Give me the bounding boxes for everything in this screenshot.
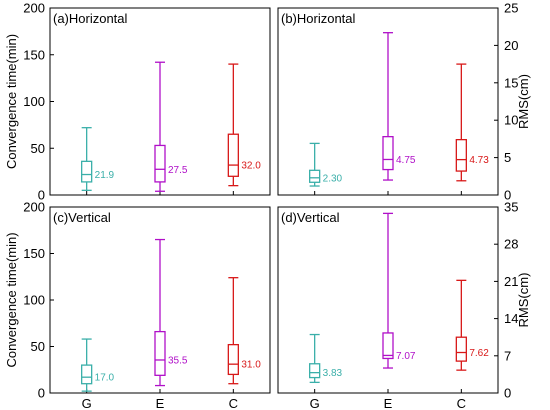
x-tick-label-C: C	[229, 396, 238, 410]
box-iqr	[154, 144, 166, 183]
y-tick-label: 15	[504, 75, 518, 90]
box-iqr	[227, 343, 239, 376]
y-tick-label: 35	[504, 200, 518, 215]
y-tick-label: 0	[38, 386, 45, 401]
box-C: 31.0	[227, 277, 261, 385]
box-iqr	[455, 336, 467, 362]
x-tick-label-E: E	[384, 396, 393, 410]
y-tick-label: 200	[23, 1, 45, 16]
y-axis-label: Convergence time(min)	[4, 232, 19, 367]
median-label: 3.83	[323, 368, 343, 379]
median-label: 31.0	[241, 360, 261, 371]
box-E: 35.5	[154, 238, 188, 387]
median-label: 4.73	[469, 155, 489, 166]
y-tick-label: 5	[504, 150, 511, 165]
y-tick-label: 14	[504, 311, 518, 326]
box-iqr	[382, 136, 394, 171]
box-G: 17.0	[81, 338, 115, 392]
x-tick-label-G: G	[310, 396, 320, 410]
box-iqr	[309, 363, 321, 379]
y-tick-label: 150	[23, 47, 45, 62]
y-tick-label: 0	[504, 188, 511, 203]
panel-title: (d)Vertical	[281, 210, 340, 225]
box-iqr	[309, 169, 321, 183]
box-iqr	[455, 138, 467, 172]
y-tick-label: 100	[23, 293, 45, 308]
box-iqr	[81, 364, 93, 385]
box-iqr	[382, 332, 394, 360]
panel-title: (b)Horizontal	[281, 11, 356, 26]
median-label: 7.07	[396, 351, 416, 362]
y-tick-label: 28	[504, 237, 518, 252]
box-iqr	[81, 160, 93, 183]
median-label: 7.62	[469, 348, 489, 359]
y-tick-label: 25	[504, 1, 518, 16]
y-tick-label: 50	[31, 141, 45, 156]
median-label: 17.0	[95, 373, 115, 384]
median-label: 27.5	[168, 165, 188, 176]
box-E: 7.07	[382, 212, 416, 369]
panel-title: (c)Vertical	[53, 210, 111, 225]
y-axis-label: RMS(cm)	[516, 74, 531, 129]
y-tick-label: 20	[504, 38, 518, 53]
y-tick-label: 10	[504, 113, 518, 128]
y-tick-label: 0	[504, 386, 511, 401]
y-tick-label: 21	[504, 274, 518, 289]
y-tick-label: 150	[23, 246, 45, 261]
median-label: 4.75	[396, 155, 416, 166]
y-tick-label: 50	[31, 339, 45, 354]
box-G: 21.9	[81, 127, 115, 191]
median-label: 2.30	[323, 173, 343, 184]
box-C: 7.62	[455, 279, 489, 371]
median-label: 35.5	[168, 355, 188, 366]
box-E: 27.5	[154, 61, 188, 192]
panel-1: 0 50 100 150 200 Convergence time(min) (a)Hori…	[4, 1, 271, 203]
box-E: 4.75	[382, 32, 416, 181]
y-tick-label: 200	[23, 200, 45, 215]
box-iqr	[227, 133, 239, 177]
panel-3: 0 50 100 150 200 Convergence time(min) (c)Vert…	[4, 200, 271, 410]
median-label: 32.0	[241, 161, 261, 172]
y-axis-label: RMS(cm)	[516, 273, 531, 328]
x-tick-label-E: E	[156, 396, 165, 410]
box-C: 32.0	[227, 63, 261, 187]
median-label: 21.9	[95, 170, 115, 181]
box-G: 3.83	[309, 333, 343, 384]
panel-2: 0 5 10 15 20 25 RMS(cm) (b)Horizontal 2.30 4.75 4.…	[277, 1, 531, 203]
box-C: 4.73	[455, 63, 489, 182]
box-G: 2.30	[309, 142, 343, 187]
box-iqr	[154, 330, 166, 376]
x-tick-label-G: G	[82, 396, 92, 410]
panel-4: 0 7 14 21 28 35 RMS(cm) (d)Vertical G E C 3.83 7.07 7…	[277, 200, 531, 410]
y-tick-label: 0	[38, 188, 45, 203]
panel-title: (a)Horizontal	[53, 11, 128, 26]
y-axis-label: Convergence time(min)	[4, 34, 19, 169]
y-tick-label: 7	[504, 348, 511, 363]
x-tick-label-C: C	[457, 396, 466, 410]
y-tick-label: 100	[23, 94, 45, 109]
